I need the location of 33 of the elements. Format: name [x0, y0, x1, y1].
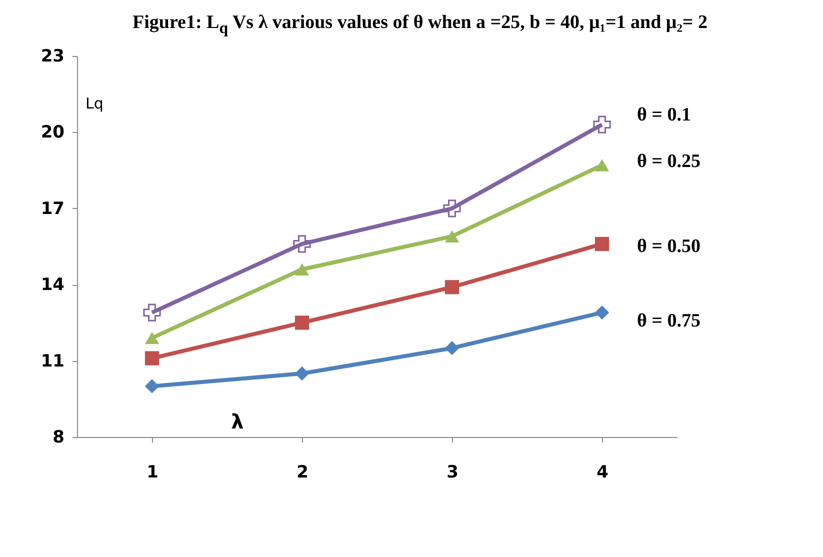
- x-axis-title: λ: [231, 409, 244, 434]
- y-tick-label: 14: [40, 274, 65, 295]
- y-tick-label: 11: [40, 351, 64, 372]
- series-label: θ = 0.1: [637, 104, 691, 126]
- point: [593, 116, 611, 134]
- series-label: θ = 0.25: [637, 151, 700, 172]
- series-label: θ = 0.50: [637, 236, 700, 257]
- point: [144, 378, 160, 394]
- point: [594, 305, 610, 320]
- y-tick-label: 20: [40, 122, 65, 142]
- y-tick-label: 23: [40, 46, 64, 66]
- point: [594, 158, 610, 172]
- x-tick-label: 3: [446, 462, 458, 482]
- point: [444, 230, 460, 242]
- x-tick-label: 1: [146, 462, 158, 482]
- x-tick-label: 4: [596, 462, 609, 482]
- point: [144, 332, 160, 344]
- point: [444, 340, 460, 355]
- y-tick-label: 8: [52, 427, 64, 448]
- point: [144, 350, 160, 366]
- x-tick-label: 2: [296, 462, 308, 482]
- chart-title: Figure1: L$_{q}$ Vs λ various values of θ when a =25, b = 40, μ₁=1 and μ₂= 2: [132, 11, 708, 39]
- point: [143, 304, 161, 322]
- point: [294, 366, 310, 380]
- series-label: θ = 0.75: [637, 310, 700, 332]
- point: [294, 263, 310, 276]
- point: [443, 199, 461, 218]
- point: [294, 315, 310, 330]
- point: [594, 236, 610, 251]
- y-axis-title: Lq: [86, 94, 104, 112]
- y-tick-label: 17: [40, 198, 64, 219]
- point: [444, 280, 460, 294]
- point: [293, 234, 311, 253]
